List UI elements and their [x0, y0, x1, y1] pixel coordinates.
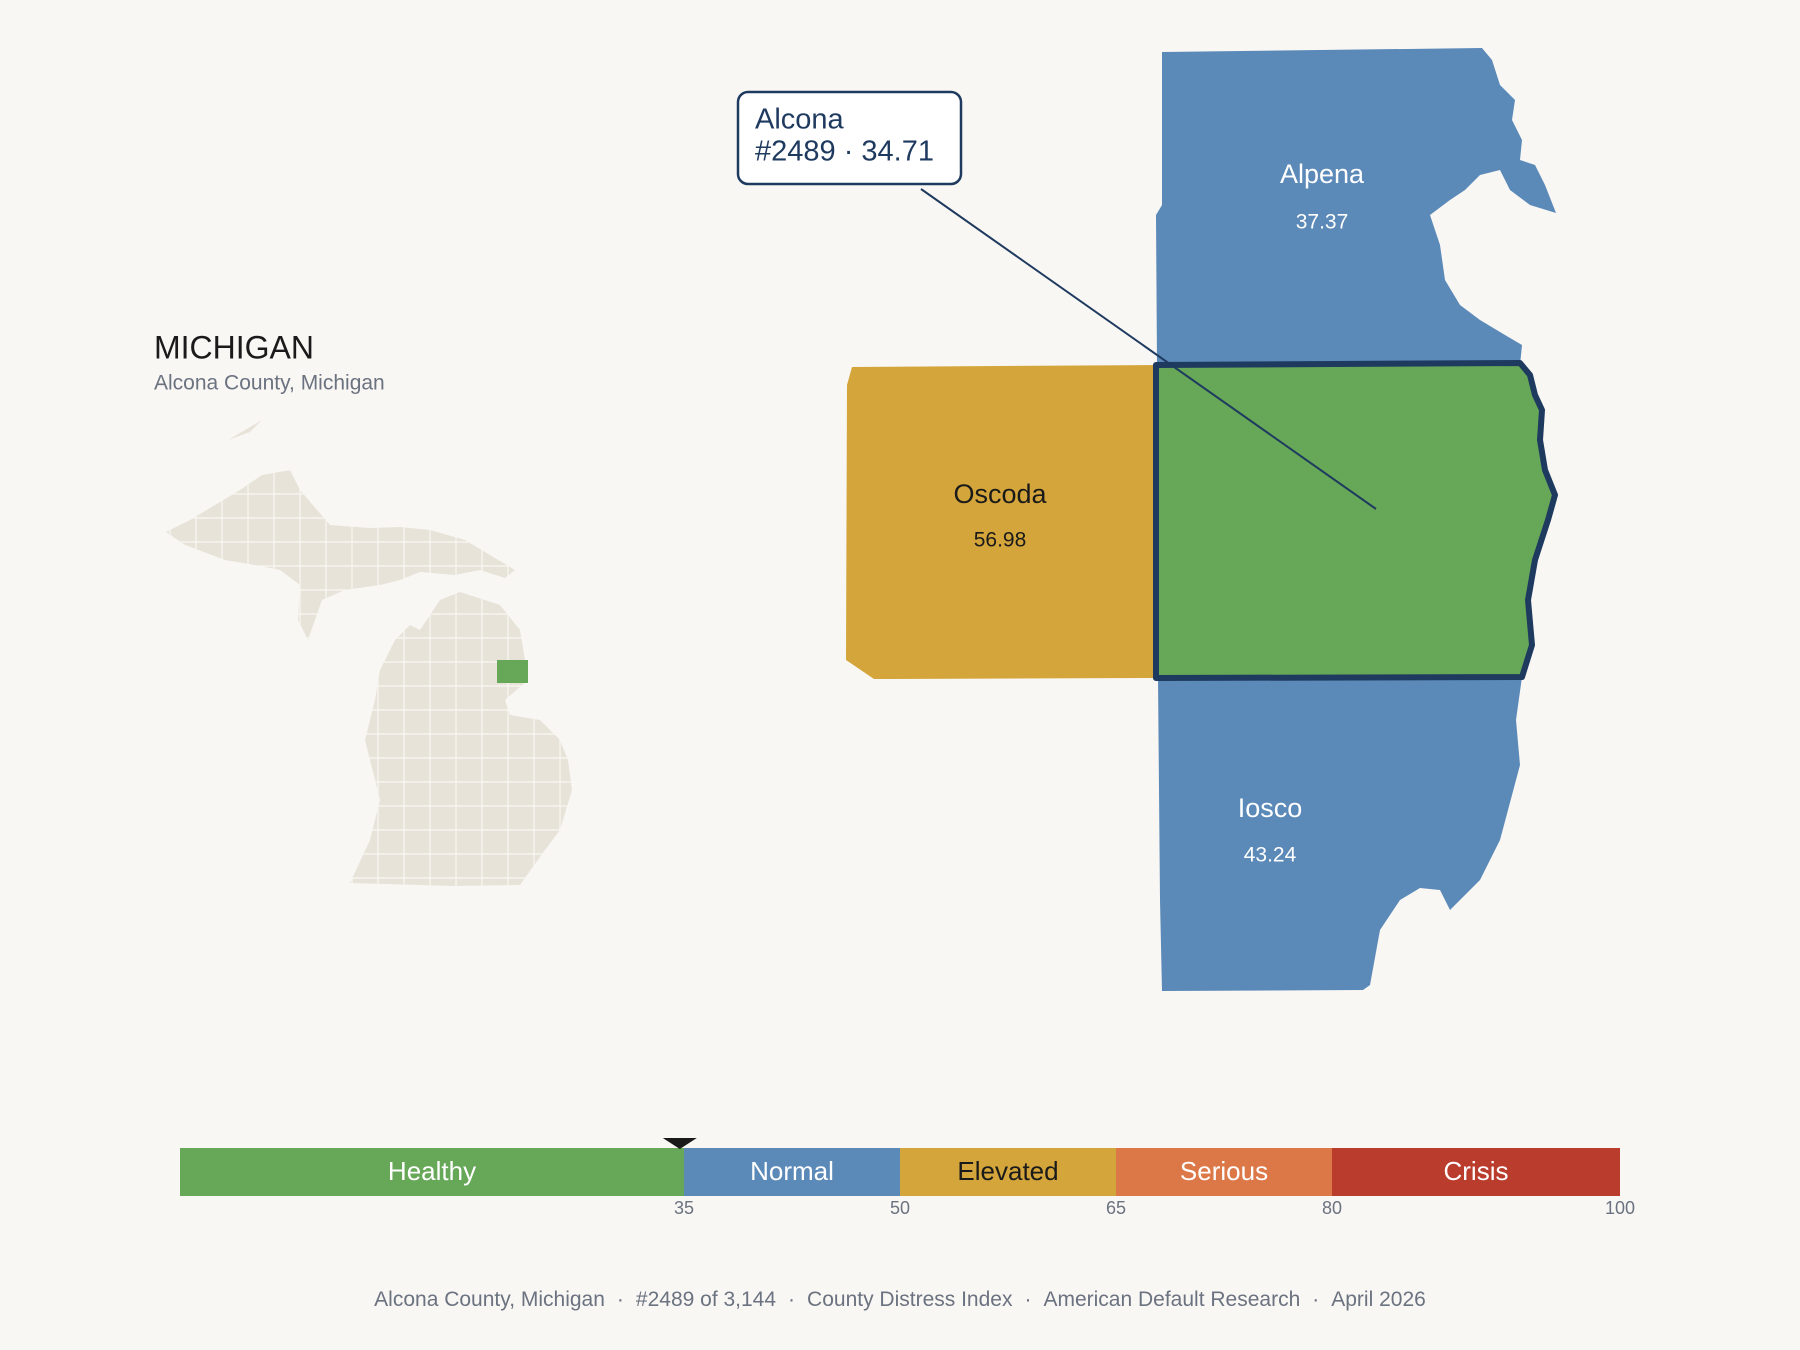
scale-segment: [1332, 1148, 1620, 1196]
state-subtitle: Alcona County, Michigan: [154, 372, 385, 395]
island: [228, 420, 262, 440]
county-score: 43.24: [1244, 844, 1297, 867]
footer-item: Alcona County, Michigan: [374, 1288, 605, 1311]
scale-segment: [684, 1148, 900, 1196]
focus-county: [1153, 360, 1558, 681]
footer-item: April 2026: [1331, 1288, 1426, 1311]
county-map: Alpena 37.37 Oscoda 56.98 Iosco 43.24 Al…: [736, 48, 1558, 991]
callout-box: [736, 90, 963, 186]
segment-label: Serious: [1180, 1156, 1268, 1186]
scale-tick-label: 80: [1322, 1198, 1342, 1218]
scale-marker: [662, 1138, 697, 1149]
county-shape: [1156, 48, 1556, 365]
county-shape: [1158, 677, 1522, 991]
county-name: Iosco: [1238, 793, 1303, 823]
callout-name: Alcona: [755, 104, 845, 136]
footer-item: American Default Research: [1043, 1288, 1300, 1311]
callout-text: #2489 · 34.71: [755, 136, 934, 168]
footer-item: #2489 of 3,144: [636, 1288, 776, 1311]
footer-separator: ·: [1312, 1288, 1319, 1311]
scale-tick-label: 50: [890, 1198, 910, 1218]
footer-separator: ·: [617, 1288, 624, 1311]
callout-leader: [920, 188, 1377, 510]
county-name: Oscoda: [953, 479, 1047, 509]
state-title: MICHIGAN: [154, 329, 314, 365]
scale-tick-label: 35: [674, 1198, 694, 1218]
scale-segment: [180, 1148, 684, 1196]
county-score: 56.98: [974, 529, 1027, 552]
county-name: Alpena: [1280, 159, 1365, 189]
focus-county-mini: [497, 660, 528, 683]
county-score: 37.37: [1296, 211, 1349, 234]
scale-segment: [900, 1148, 1116, 1196]
scale-tick-label: 100: [1605, 1198, 1635, 1218]
scale-segment: [1116, 1148, 1332, 1196]
footer: Alcona County, Michigan · #2489 of 3,144 · C…: [374, 1288, 1426, 1311]
footer-separator: ·: [788, 1288, 795, 1311]
segment-label: Normal: [750, 1156, 834, 1186]
footer-item: County Distress Index: [807, 1288, 1013, 1311]
segment-label: Elevated: [957, 1156, 1058, 1186]
segment-label: Crisis: [1444, 1156, 1509, 1186]
scale-tick-label: 65: [1106, 1198, 1126, 1218]
segment-label: Healthy: [388, 1156, 476, 1186]
footer-separator: ·: [1024, 1288, 1031, 1311]
county-shape: [846, 365, 1156, 679]
distress-scale: Healthy Normal Elevated Serious Crisis 35 50 65…: [180, 1138, 1635, 1218]
